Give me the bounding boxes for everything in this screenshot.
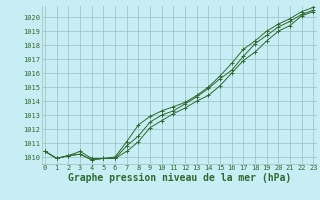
- X-axis label: Graphe pression niveau de la mer (hPa): Graphe pression niveau de la mer (hPa): [68, 173, 291, 183]
